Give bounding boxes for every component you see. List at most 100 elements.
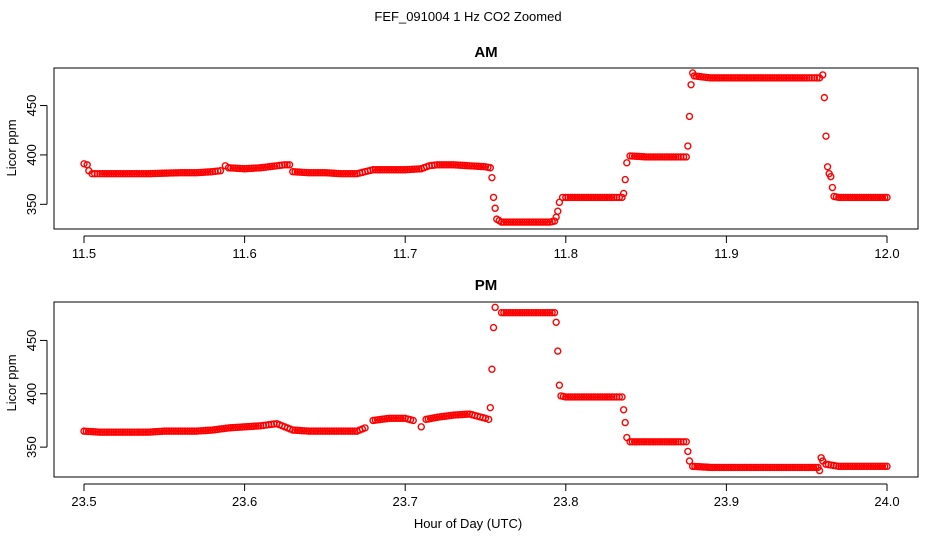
data-point	[555, 381, 564, 389]
data-point	[782, 463, 790, 472]
data-point	[644, 438, 653, 446]
data-point	[585, 193, 593, 202]
data-point	[96, 428, 104, 436]
data-point	[133, 169, 141, 178]
data-point	[149, 169, 157, 178]
data-point	[867, 193, 875, 202]
data-point	[713, 463, 721, 472]
data-point	[759, 74, 767, 82]
data-point	[682, 153, 690, 161]
panel-title-am: AM	[474, 44, 497, 61]
data-point	[103, 428, 111, 436]
data-point	[615, 393, 624, 401]
data-point	[114, 428, 123, 436]
data-point	[137, 169, 146, 178]
data-point	[178, 427, 187, 435]
x-tick-label-am: 11.6	[232, 246, 256, 261]
data-point	[672, 153, 680, 161]
data-point	[309, 168, 318, 177]
data-point	[687, 81, 695, 89]
data-point	[729, 463, 737, 472]
data-point	[646, 438, 655, 446]
figure-title: FEF_091004 1 Hz CO2 Zoomed	[374, 9, 561, 24]
x-tick-label-pm: 23.5	[71, 494, 96, 509]
data-point	[827, 172, 835, 181]
data-point	[337, 427, 345, 435]
data-point	[518, 308, 526, 317]
data-point	[823, 163, 832, 171]
panel-am: AM Licor ppm 11.5 11.6 11.7 11.8 11.9 12.0 35…	[4, 44, 919, 261]
data-point	[718, 463, 726, 472]
data-point	[598, 193, 607, 202]
data-point	[314, 427, 322, 435]
data-point	[789, 74, 797, 82]
data-point	[394, 414, 403, 423]
data-point	[727, 463, 735, 472]
data-point	[791, 74, 799, 82]
data-point	[160, 427, 169, 435]
data-point	[346, 427, 354, 435]
data-point	[660, 438, 669, 446]
data-point	[548, 308, 556, 317]
data-point	[573, 193, 581, 202]
data-point	[734, 463, 742, 472]
data-point	[853, 462, 861, 471]
data-point	[562, 193, 570, 202]
data-point	[731, 463, 740, 472]
data-point	[871, 193, 880, 202]
data-point	[722, 74, 731, 82]
data-point	[128, 428, 136, 436]
data-point	[346, 169, 354, 178]
data-point	[176, 427, 185, 435]
data-point	[722, 463, 731, 472]
data-point	[745, 74, 754, 82]
data-point	[396, 414, 405, 423]
data-point	[126, 169, 134, 178]
data-point	[534, 308, 542, 317]
data-point	[642, 153, 650, 161]
data-point	[720, 463, 728, 472]
data-point	[527, 308, 536, 317]
data-point	[536, 308, 545, 317]
data-point	[594, 193, 602, 202]
data-point	[844, 193, 852, 202]
data-point	[720, 74, 728, 82]
data-point	[550, 308, 559, 317]
data-point	[305, 427, 313, 435]
data-point	[618, 193, 626, 202]
data-point	[860, 193, 868, 202]
data-point	[552, 318, 560, 326]
y-axis-am: 350 400 450	[24, 95, 48, 215]
data-point	[750, 463, 758, 472]
data-point	[566, 393, 575, 401]
data-point	[663, 153, 671, 161]
data-point	[525, 218, 533, 226]
data-point	[385, 414, 393, 423]
data-point	[862, 193, 871, 202]
data-point	[630, 438, 639, 446]
data-point	[564, 393, 572, 401]
data-point	[682, 438, 690, 446]
data-point	[796, 74, 804, 82]
data-point	[396, 166, 405, 174]
data-point	[578, 393, 586, 401]
data-point	[621, 418, 629, 427]
data-point	[667, 438, 676, 446]
data-point	[130, 169, 139, 178]
data-point	[881, 193, 889, 202]
data-point	[318, 168, 327, 177]
data-point	[842, 462, 850, 471]
data-point	[800, 463, 809, 472]
data-point	[855, 462, 864, 471]
data-point	[587, 193, 595, 202]
data-point	[837, 462, 845, 471]
data-point	[582, 393, 591, 401]
y-tick-label-pm: 400	[24, 383, 39, 405]
data-point	[803, 74, 811, 82]
data-point	[100, 428, 109, 436]
data-point	[619, 189, 628, 198]
data-point	[773, 74, 781, 82]
data-point	[183, 427, 191, 435]
data-point	[862, 462, 871, 471]
panel-title-pm: PM	[475, 277, 498, 294]
